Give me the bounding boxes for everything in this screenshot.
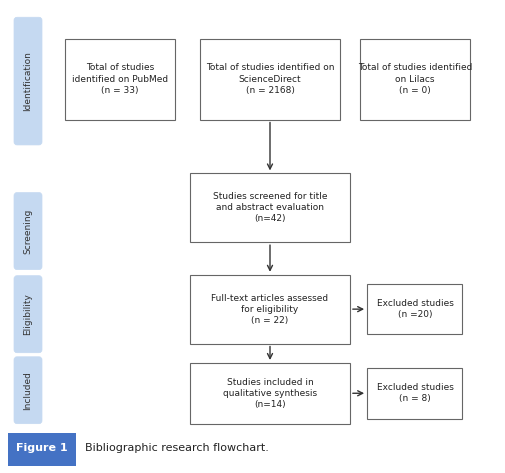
Text: Figure 1: Figure 1 xyxy=(16,443,68,454)
Text: Full-text articles assessed
for eligibility
(n = 22): Full-text articles assessed for eligibil… xyxy=(211,294,328,325)
FancyBboxPatch shape xyxy=(14,193,42,270)
Text: Total of studies identified on
ScienceDirect
(n = 2168): Total of studies identified on ScienceDi… xyxy=(206,63,334,95)
Text: Eligibility: Eligibility xyxy=(23,293,32,335)
FancyBboxPatch shape xyxy=(14,276,42,353)
Text: Excluded studies
(n = 8): Excluded studies (n = 8) xyxy=(376,383,452,403)
Bar xyxy=(189,173,349,242)
Bar xyxy=(359,38,469,120)
Bar xyxy=(199,38,339,120)
Text: Screening: Screening xyxy=(23,209,32,254)
Bar xyxy=(189,363,349,424)
Bar xyxy=(367,284,462,334)
Text: Included: Included xyxy=(23,371,32,410)
Bar xyxy=(189,275,349,343)
FancyBboxPatch shape xyxy=(14,357,42,424)
Text: Total of studies
identified on PubMed
(n = 33): Total of studies identified on PubMed (n… xyxy=(72,63,168,95)
FancyBboxPatch shape xyxy=(14,17,42,145)
Bar xyxy=(65,38,175,120)
Text: Bibliographic research flowchart.: Bibliographic research flowchart. xyxy=(85,443,268,454)
Text: Total of studies identified
on Lilacs
(n = 0): Total of studies identified on Lilacs (n… xyxy=(357,63,471,95)
Bar xyxy=(8,433,76,466)
Bar xyxy=(367,368,462,419)
Text: Identification: Identification xyxy=(23,51,32,111)
Text: Studies screened for title
and abstract evaluation
(n=42): Studies screened for title and abstract … xyxy=(212,192,327,223)
Text: Studies included in
qualitative synthesis
(n=14): Studies included in qualitative synthesi… xyxy=(223,377,317,409)
Text: Excluded studies
(n =20): Excluded studies (n =20) xyxy=(376,299,452,319)
